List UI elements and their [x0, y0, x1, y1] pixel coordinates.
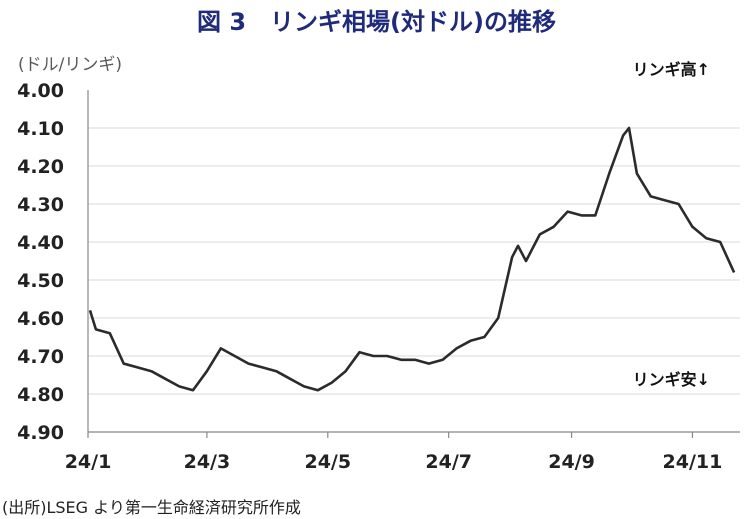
y-tick-label: 4.80	[17, 384, 64, 406]
series-line	[88, 126, 736, 392]
gridlines	[88, 127, 740, 395]
y-tick-label: 4.20	[17, 156, 64, 178]
y-unit-label: (ドル/リンギ)	[18, 55, 122, 75]
x-tick-label: 24/9	[548, 451, 595, 473]
x-tick-label: 24/3	[184, 451, 231, 473]
y-tick-label: 4.90	[17, 422, 64, 444]
y-tick-label: 4.60	[17, 308, 64, 330]
chart-title: 図 3 リンギ相場(対ドル)の推移	[197, 8, 556, 36]
annotation-rise: リンギ高↑	[633, 60, 710, 79]
y-tick-label: 4.00	[17, 80, 64, 102]
x-tick-label: 24/7	[425, 451, 472, 473]
source-note: (出所)LSEG より第一生命経済研究所作成	[2, 498, 301, 517]
y-tick-label: 4.70	[17, 346, 64, 368]
y-tick-label: 4.40	[17, 232, 64, 254]
y-tick-label: 4.30	[17, 194, 64, 216]
y-tick-label: 4.10	[17, 118, 64, 140]
x-tick-label: 24/5	[304, 451, 351, 473]
x-tick-label: 24/1	[65, 451, 112, 473]
y-tick-label: 4.50	[17, 270, 64, 292]
x-axis-ticks: 24/1 24/3 24/5 24/7 24/9 24/11	[65, 432, 723, 473]
annotation-fall: リンギ安↓	[633, 370, 710, 389]
y-axis-ticks: 4.00 4.10 4.20 4.30 4.40 4.50 4.60 4.70 4.80 4.90	[17, 80, 64, 444]
x-tick-label: 24/11	[663, 451, 723, 473]
